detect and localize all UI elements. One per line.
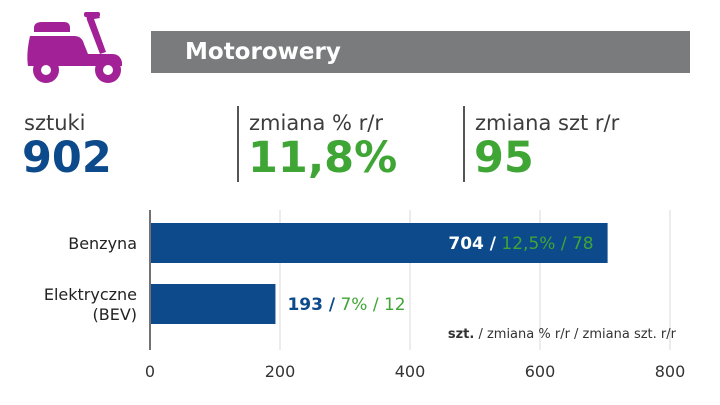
- data-label: 704 / 12,5% / 78: [448, 234, 593, 254]
- page-title: Motorowery: [185, 39, 341, 65]
- data-label: 193 / 7% / 12: [287, 295, 405, 315]
- category-label: Benzyna: [68, 234, 137, 253]
- category-label: (BEV): [92, 305, 137, 324]
- x-tick-label: 0: [145, 362, 155, 381]
- kpi-change-units-value: 95: [474, 133, 534, 183]
- x-tick-label: 600: [525, 362, 556, 381]
- kpi-change-pct-label: zmiana % r/r: [249, 111, 384, 135]
- bar-chart: 0 200 400 600 800 Benzyna 704 / 12,5% / 78 Elek…: [44, 210, 686, 381]
- title-bar: Motorowery: [151, 31, 690, 73]
- bar: [151, 284, 276, 324]
- x-tick-label: 200: [265, 362, 296, 381]
- scooter-icon: [27, 12, 122, 83]
- category-label: Elektryczne: [44, 285, 137, 304]
- kpi-units-label: sztuki: [24, 111, 86, 135]
- x-tick-label: 800: [655, 362, 686, 381]
- bar: [151, 223, 608, 263]
- kpi-divider: [237, 106, 239, 182]
- legend-note: szt. / zmiana % r/r / zmiana szt. r/r: [448, 327, 677, 342]
- kpi-units-value: 902: [22, 133, 112, 183]
- kpi-divider: [463, 106, 465, 182]
- x-tick-label: 400: [395, 362, 426, 381]
- kpi-change-units-label: zmiana szt r/r: [475, 111, 620, 135]
- kpi-change-pct-value: 11,8%: [248, 133, 398, 183]
